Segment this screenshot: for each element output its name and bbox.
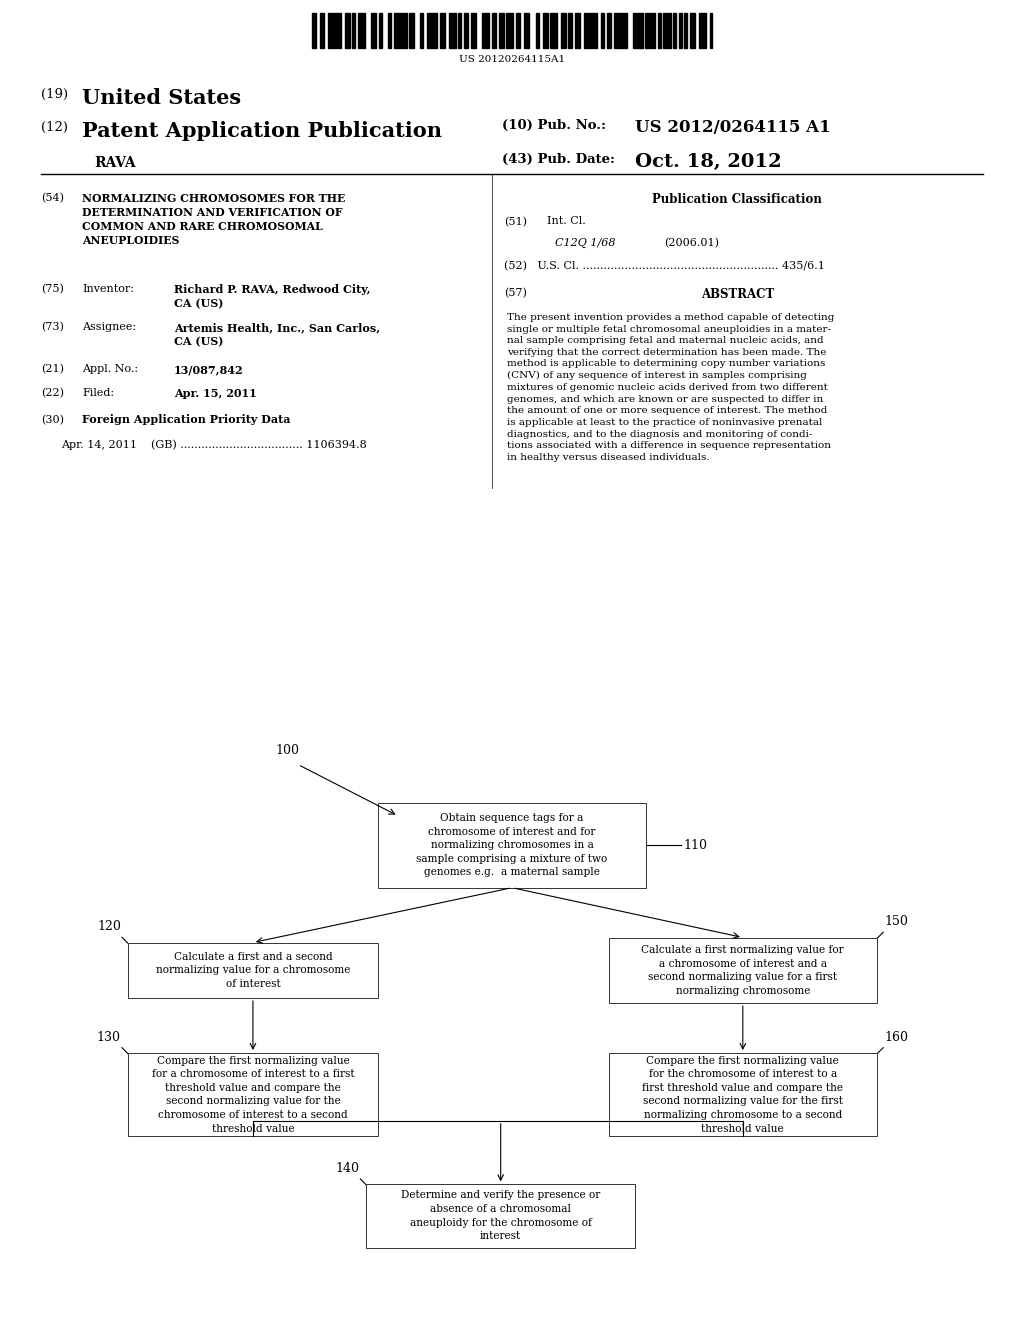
- Bar: [492, 13, 497, 48]
- Text: Compare the first normalizing value
for a chromosome of interest to a first
thre: Compare the first normalizing value for …: [152, 1056, 354, 1134]
- Bar: [506, 13, 513, 48]
- Text: 160: 160: [885, 1031, 908, 1044]
- Text: Publication Classification: Publication Classification: [652, 193, 822, 206]
- Text: Calculate a first and a second
normalizing value for a chromosome
of interest: Calculate a first and a second normalizi…: [156, 952, 350, 989]
- Text: 110: 110: [683, 838, 708, 851]
- Bar: [420, 13, 423, 48]
- Bar: [657, 13, 660, 48]
- Text: (22): (22): [41, 388, 63, 399]
- Bar: [449, 13, 456, 48]
- Text: United States: United States: [82, 88, 241, 108]
- FancyBboxPatch shape: [608, 1053, 877, 1137]
- Text: Richard P. RAVA, Redwood City,
CA (US): Richard P. RAVA, Redwood City, CA (US): [174, 284, 371, 309]
- Bar: [679, 13, 682, 48]
- Text: 120: 120: [97, 920, 121, 933]
- Bar: [409, 13, 414, 48]
- Bar: [606, 13, 611, 48]
- Text: NORMALIZING CHROMOSOMES FOR THE
DETERMINATION AND VERIFICATION OF
COMMON AND RAR: NORMALIZING CHROMOSOMES FOR THE DETERMIN…: [82, 193, 345, 246]
- Bar: [710, 13, 712, 48]
- Text: (54): (54): [41, 193, 63, 203]
- Bar: [543, 13, 548, 48]
- Bar: [516, 13, 520, 48]
- Bar: [388, 13, 391, 48]
- Bar: [673, 13, 676, 48]
- Text: 150: 150: [885, 915, 908, 928]
- Text: 100: 100: [275, 743, 299, 756]
- Bar: [458, 13, 461, 48]
- FancyBboxPatch shape: [608, 937, 877, 1003]
- Text: Oct. 18, 2012: Oct. 18, 2012: [635, 153, 781, 172]
- Bar: [482, 13, 489, 48]
- Bar: [427, 13, 437, 48]
- Bar: [568, 13, 571, 48]
- Text: (51): (51): [504, 216, 526, 227]
- Bar: [690, 13, 694, 48]
- Bar: [499, 13, 504, 48]
- Bar: [664, 13, 671, 48]
- Text: Filed:: Filed:: [82, 388, 114, 399]
- Bar: [684, 13, 687, 48]
- Bar: [471, 13, 476, 48]
- Text: (75): (75): [41, 284, 63, 294]
- FancyBboxPatch shape: [128, 942, 378, 998]
- Text: The present invention provides a method capable of detecting
single or multiple : The present invention provides a method …: [507, 313, 835, 462]
- Bar: [524, 13, 529, 48]
- Text: (2006.01): (2006.01): [665, 238, 720, 248]
- Bar: [601, 13, 604, 48]
- Bar: [379, 13, 382, 48]
- FancyBboxPatch shape: [378, 803, 646, 888]
- Text: (30): (30): [41, 414, 63, 425]
- Bar: [550, 13, 557, 48]
- Text: (21): (21): [41, 364, 63, 375]
- Bar: [585, 13, 597, 48]
- Text: Determine and verify the presence or
absence of a chromosomal
aneuploidy for the: Determine and verify the presence or abs…: [401, 1191, 600, 1241]
- Text: (12): (12): [41, 121, 68, 135]
- Text: Calculate a first normalizing value for
a chromosome of interest and a
second no: Calculate a first normalizing value for …: [641, 945, 844, 995]
- Text: 140: 140: [335, 1162, 359, 1175]
- Text: Assignee:: Assignee:: [82, 322, 136, 333]
- Bar: [613, 13, 627, 48]
- Text: (43) Pub. Date:: (43) Pub. Date:: [502, 153, 614, 166]
- Bar: [352, 13, 355, 48]
- Text: (73): (73): [41, 322, 63, 333]
- Bar: [345, 13, 350, 48]
- Text: Foreign Application Priority Data: Foreign Application Priority Data: [82, 414, 291, 425]
- Bar: [394, 13, 407, 48]
- Text: Artemis Health, Inc., San Carlos,
CA (US): Artemis Health, Inc., San Carlos, CA (US…: [174, 322, 380, 347]
- Text: Inventor:: Inventor:: [82, 284, 134, 294]
- Bar: [312, 13, 315, 48]
- Text: Compare the first normalizing value
for the chromosome of interest to a
first th: Compare the first normalizing value for …: [642, 1056, 844, 1134]
- Text: (57): (57): [504, 288, 526, 298]
- Text: 13/087,842: 13/087,842: [174, 364, 244, 375]
- Bar: [561, 13, 566, 48]
- Text: Obtain sequence tags for a
chromosome of interest and for
normalizing chromosome: Obtain sequence tags for a chromosome of…: [417, 813, 607, 878]
- Bar: [372, 13, 376, 48]
- Bar: [464, 13, 468, 48]
- Text: Apr. 14, 2011    (GB) ................................... 1106394.8: Apr. 14, 2011 (GB) .....................…: [61, 440, 368, 450]
- Text: Patent Application Publication: Patent Application Publication: [82, 121, 442, 141]
- Text: Appl. No.:: Appl. No.:: [82, 364, 138, 375]
- Bar: [645, 13, 655, 48]
- Text: (10) Pub. No.:: (10) Pub. No.:: [502, 119, 606, 132]
- Bar: [575, 13, 581, 48]
- Bar: [698, 13, 706, 48]
- Bar: [319, 13, 325, 48]
- Bar: [439, 13, 444, 48]
- Text: RAVA: RAVA: [94, 156, 136, 170]
- Bar: [329, 13, 341, 48]
- Text: (52)   U.S. Cl. ........................................................ 435/6.1: (52) U.S. Cl. ..........................…: [504, 261, 824, 272]
- Text: US 2012/0264115 A1: US 2012/0264115 A1: [635, 119, 830, 136]
- Text: US 20120264115A1: US 20120264115A1: [459, 55, 565, 65]
- Text: Int. Cl.: Int. Cl.: [547, 216, 586, 227]
- FancyBboxPatch shape: [367, 1184, 635, 1247]
- Text: (19): (19): [41, 88, 68, 102]
- Bar: [357, 13, 365, 48]
- Bar: [633, 13, 643, 48]
- Text: 130: 130: [97, 1031, 121, 1044]
- Text: C12Q 1/68: C12Q 1/68: [555, 238, 615, 248]
- Bar: [536, 13, 539, 48]
- Text: ABSTRACT: ABSTRACT: [700, 288, 774, 301]
- FancyBboxPatch shape: [128, 1053, 378, 1137]
- Text: Apr. 15, 2011: Apr. 15, 2011: [174, 388, 257, 399]
